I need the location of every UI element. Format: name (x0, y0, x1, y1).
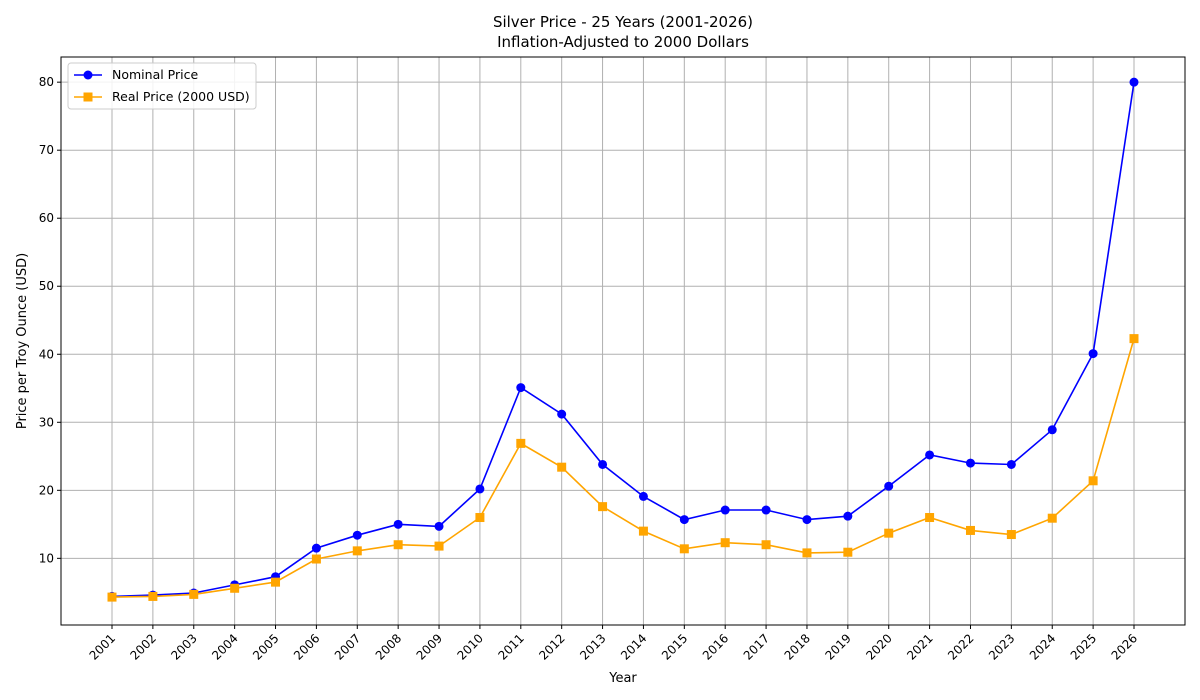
legend-label-real: Real Price (2000 USD) (112, 89, 250, 104)
data-point (189, 589, 199, 599)
data-point (1006, 530, 1016, 540)
data-point (1006, 459, 1016, 469)
data-point (107, 592, 117, 602)
x-tick-label: 2026 (1109, 631, 1140, 662)
data-point (761, 505, 771, 515)
data-point (843, 511, 853, 521)
x-tick-label: 2022 (945, 631, 976, 662)
y-axis-label: Price per Troy Ounce (USD) (15, 253, 30, 429)
data-point (311, 554, 321, 564)
legend-box (67, 62, 257, 110)
data-point (638, 491, 648, 501)
data-point (965, 458, 975, 468)
x-tick-label: 2004 (209, 631, 240, 662)
data-point (475, 513, 485, 523)
data-point (925, 450, 935, 460)
x-tick-label: 2017 (741, 631, 772, 662)
data-point (148, 591, 158, 601)
y-tick-label: 70 (39, 143, 54, 157)
x-tick-label: 2008 (373, 631, 404, 662)
x-tick-label: 2024 (1027, 631, 1058, 662)
x-tick-label: 2012 (536, 631, 567, 662)
data-point (434, 541, 444, 551)
data-point (679, 515, 689, 525)
x-tick-label: 2016 (700, 631, 731, 662)
data-point (720, 538, 730, 548)
data-point (230, 583, 240, 593)
data-point (843, 547, 853, 557)
series-line-0 (111, 82, 1135, 598)
legend-label-nominal: Nominal Price (112, 67, 198, 82)
data-point (802, 548, 812, 558)
x-tick-label: 2001 (87, 631, 118, 662)
x-tick-label: 2023 (986, 631, 1017, 662)
data-point (311, 543, 321, 553)
x-tick-label: 2018 (782, 631, 813, 662)
data-point (1047, 425, 1057, 435)
data-point (598, 502, 608, 512)
y-tick-label: 20 (39, 483, 54, 497)
series-line-1 (111, 338, 1135, 598)
data-point (434, 521, 444, 531)
data-point (557, 409, 567, 419)
x-axis-label: Year (608, 671, 637, 686)
data-point (884, 528, 894, 538)
tick-labels: 2001 2002 2003 2004 2005 2006 2007 2008 2009 2010… (39, 75, 1140, 663)
data-point (271, 577, 281, 587)
y-tick-label: 40 (39, 347, 54, 361)
legend-marker-nominal (83, 70, 93, 80)
data-point (965, 525, 975, 535)
x-tick-label: 2025 (1068, 631, 1099, 662)
x-tick-label: 2010 (455, 631, 486, 662)
data-point (925, 513, 935, 523)
data-point (1088, 349, 1098, 359)
x-tick-label: 2009 (414, 631, 445, 662)
data-point (1088, 476, 1098, 486)
data-point (475, 484, 485, 494)
data-point (720, 505, 730, 515)
data-point (516, 383, 526, 393)
data-point (557, 462, 567, 472)
data-point (352, 530, 362, 540)
chart-title: Silver Price - 25 Years (2001-2026) (493, 13, 753, 31)
x-tick-label: 2013 (577, 631, 608, 662)
data-point (802, 515, 812, 525)
x-tick-label: 2006 (291, 631, 322, 662)
x-tick-label: 2011 (495, 631, 526, 662)
x-tick-label: 2002 (128, 631, 159, 662)
data-point (598, 459, 608, 469)
data-point (352, 546, 362, 556)
x-tick-label: 2014 (618, 631, 649, 662)
y-tick-label: 10 (39, 551, 54, 565)
data-point (1047, 513, 1057, 523)
y-tick-label: 50 (39, 279, 54, 293)
y-tick-label: 30 (39, 415, 54, 429)
plot-frame (60, 56, 1186, 626)
data-point (393, 519, 403, 529)
data-point (1129, 77, 1139, 87)
x-tick-label: 2021 (904, 631, 935, 662)
data-point (884, 481, 894, 491)
chart-subtitle: Inflation-Adjusted to 2000 Dollars (497, 33, 749, 51)
y-tick-label: 60 (39, 211, 54, 225)
x-tick-label: 2003 (168, 631, 199, 662)
series-layer (107, 77, 1139, 602)
x-tick-label: 2005 (250, 631, 281, 662)
y-tick-label: 80 (39, 75, 54, 89)
x-tick-label: 2007 (332, 631, 363, 662)
data-point (516, 438, 526, 448)
data-point (393, 540, 403, 550)
x-tick-label: 2015 (659, 631, 690, 662)
x-tick-label: 2020 (863, 631, 894, 662)
grid (61, 57, 1185, 625)
data-point (679, 544, 689, 554)
legend-marker-real (83, 92, 93, 102)
legend: Nominal Price Real Price (2000 USD) (67, 62, 257, 110)
x-tick-label: 2019 (822, 631, 853, 662)
data-point (638, 526, 648, 536)
data-point (761, 540, 771, 550)
data-point (1129, 334, 1139, 344)
